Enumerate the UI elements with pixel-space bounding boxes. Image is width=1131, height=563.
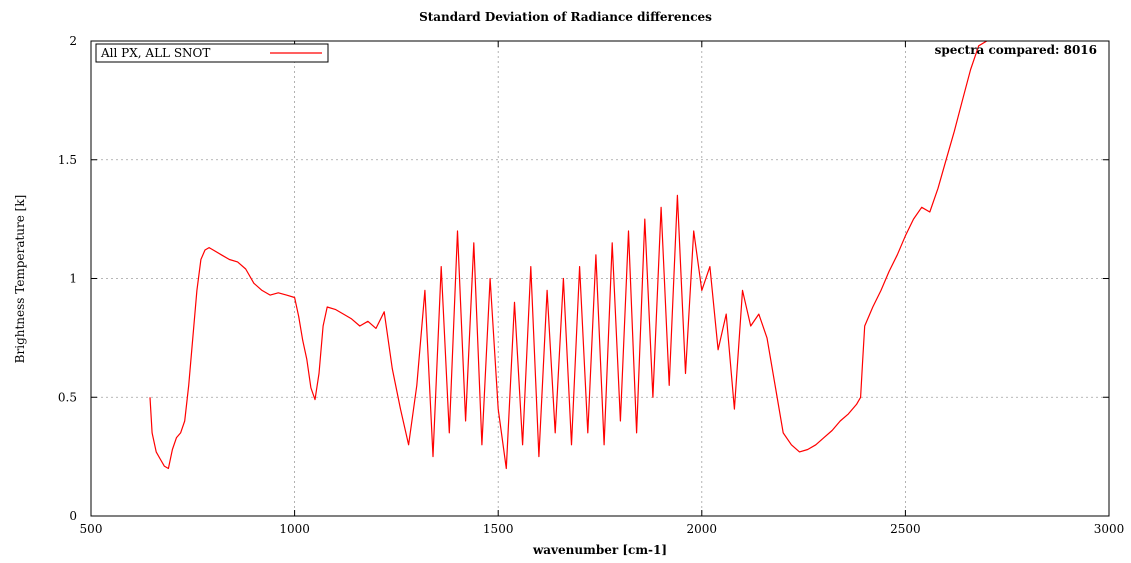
plot-frame [90, 40, 1110, 517]
y-tick-label: 1 [69, 272, 77, 286]
x-tick-label: 1500 [483, 522, 514, 536]
x-tick-label: 1000 [279, 522, 310, 536]
x-tick-label: 2000 [687, 522, 718, 536]
series-layer [149, 40, 988, 470]
spectra-count-annotation: spectra compared: 8016 [935, 43, 1097, 57]
x-axis-label: wavenumber [cm-1] [532, 543, 668, 557]
series-line [149, 40, 988, 470]
chart-title: Standard Deviation of Radiance differenc… [419, 10, 712, 24]
legend-label: All PX, ALL SNOT [100, 46, 210, 60]
grid-lines [91, 41, 1109, 516]
y-tick-label: 1.5 [58, 153, 77, 167]
x-tick-label: 2500 [890, 522, 921, 536]
y-tick-label: 0.5 [58, 390, 77, 404]
y-tick-label: 0 [69, 509, 77, 523]
axis-ticks: 500 1000 1500 2000 2500 3000 0 0.5 1 1.5 2 [58, 34, 1124, 536]
y-tick-label: 2 [69, 34, 77, 48]
legend: All PX, ALL SNOT [95, 43, 329, 63]
x-tick-label: 3000 [1094, 522, 1125, 536]
legend-box [95, 43, 329, 63]
x-tick-label: 500 [80, 522, 103, 536]
